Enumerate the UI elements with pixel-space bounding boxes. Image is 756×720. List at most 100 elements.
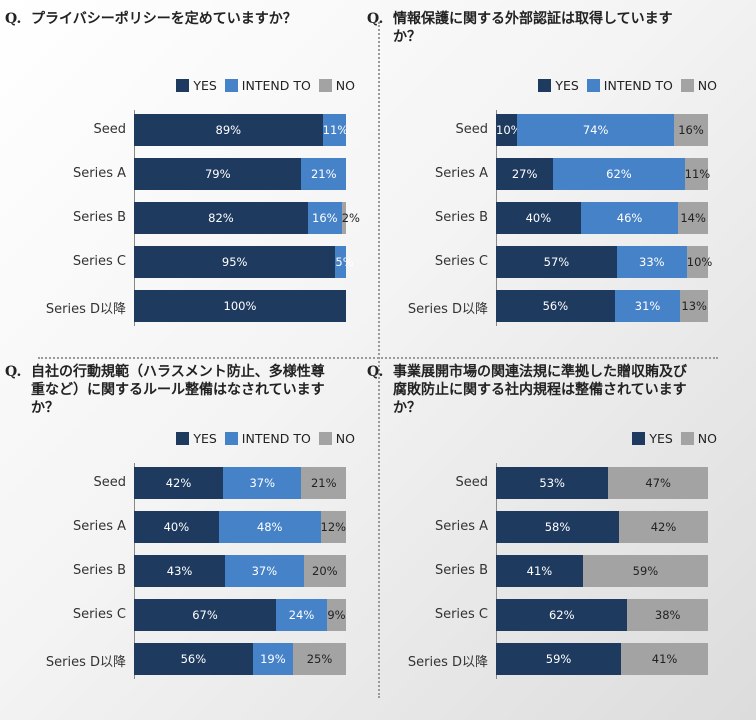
data-label: 79% bbox=[204, 167, 231, 181]
legend-label-yes: YES bbox=[555, 78, 579, 93]
legend-label-yes: YES bbox=[649, 431, 673, 446]
legend-label-no: NO bbox=[697, 78, 717, 93]
legend-item-yes: YES bbox=[632, 431, 673, 446]
data-label: 40% bbox=[525, 211, 552, 225]
bar-segment-intend: 5% bbox=[335, 246, 354, 278]
bar-segment-yes: 95% bbox=[134, 246, 336, 278]
stacked-bar: 58% 42% bbox=[496, 511, 708, 543]
stacked-bar: 59% 41% bbox=[496, 643, 708, 675]
legend-swatch-intend bbox=[586, 79, 600, 92]
bar-segment-no: 21% bbox=[301, 467, 346, 499]
category-label: Seed bbox=[455, 475, 489, 490]
stacked-bar: 57% 33% 10% bbox=[496, 246, 713, 278]
bar-segment-intend: 74% bbox=[517, 114, 675, 146]
data-label: 11% bbox=[322, 123, 349, 137]
stacked-bar: 42% 37% 21% bbox=[134, 467, 346, 499]
bar-segment-intend: 62% bbox=[553, 158, 685, 190]
data-label: 58% bbox=[544, 520, 571, 534]
bar-segment-no: 12% bbox=[320, 511, 347, 543]
stacked-bar: 79% 21% bbox=[134, 158, 346, 190]
question-title: Q. 事業展開市場の関連法規に準拠した贈収賄及び腐敗防止に関する社内規程は整備され… bbox=[367, 363, 687, 417]
data-label: 57% bbox=[543, 255, 570, 269]
data-label: 59% bbox=[632, 564, 659, 578]
data-label: 62% bbox=[548, 608, 575, 622]
category-label: Seed bbox=[93, 122, 127, 137]
bar-segment-yes: 41% bbox=[496, 555, 583, 587]
legend-swatch-no bbox=[318, 79, 332, 92]
bar-segment-no: 16% bbox=[674, 114, 708, 146]
data-label: 19% bbox=[260, 652, 286, 666]
bar-segment-yes: 10% bbox=[496, 114, 522, 146]
data-label: 9% bbox=[327, 608, 346, 622]
category-label: Series A bbox=[434, 166, 488, 181]
data-label: 16% bbox=[312, 211, 338, 225]
legend-swatch-yes bbox=[632, 432, 646, 445]
bar-segment-yes: 40% bbox=[496, 202, 581, 234]
category-label: Series A bbox=[72, 519, 126, 534]
stacked-bar: 10% 74% 16% bbox=[496, 114, 708, 146]
bar-segment-no: 9% bbox=[326, 599, 346, 631]
data-label: 2% bbox=[341, 211, 360, 225]
data-label: 5% bbox=[335, 255, 354, 269]
data-label: 25% bbox=[306, 652, 333, 666]
data-label: 37% bbox=[249, 476, 276, 490]
category-label: Series C bbox=[72, 254, 126, 269]
data-label: 12% bbox=[320, 520, 347, 534]
chart-panel-3: Q. 自社の行動規範（ハラスメント防止、多様性尊重など）に関するルール整備はなされ… bbox=[0, 353, 360, 693]
category-label: Seed bbox=[93, 475, 127, 490]
question-mark: Q. bbox=[367, 11, 384, 27]
legend-swatch-no bbox=[680, 79, 694, 92]
category-label: Series D以降 bbox=[45, 655, 126, 670]
bar-segment-yes: 62% bbox=[496, 599, 628, 631]
bar-segment-no: 14% bbox=[678, 202, 708, 234]
stacked-bar: 82% 16% 2% bbox=[134, 202, 360, 234]
bar-segment-yes: 59% bbox=[496, 643, 622, 675]
data-label: 10% bbox=[686, 255, 713, 269]
legend: YES INTEND TO NO bbox=[530, 78, 717, 93]
data-label: 42% bbox=[165, 476, 192, 490]
bar-segment-yes: 42% bbox=[134, 467, 224, 499]
bar-segment-no: 2% bbox=[341, 202, 360, 234]
legend-label-intend: INTEND TO bbox=[241, 431, 311, 446]
legend-item-intend: INTEND TO bbox=[586, 78, 673, 93]
bar-segment-yes: 58% bbox=[496, 511, 619, 543]
bar-segment-intend: 31% bbox=[614, 290, 681, 322]
data-label: 21% bbox=[310, 167, 337, 181]
bar-segment-no: 13% bbox=[680, 290, 708, 322]
data-label: 95% bbox=[221, 255, 248, 269]
bar-segment-no: 42% bbox=[618, 511, 708, 543]
category-label: Series C bbox=[434, 607, 488, 622]
data-label: 82% bbox=[208, 211, 234, 225]
category-label: Series B bbox=[434, 563, 488, 578]
category-label: Series A bbox=[72, 166, 126, 181]
question-text: 自社の行動規範（ハラスメント防止、多様性尊重など）に関するルール整備はなされてい… bbox=[31, 364, 325, 416]
legend-item-no: NO bbox=[680, 431, 717, 446]
legend-label-yes: YES bbox=[193, 431, 217, 446]
data-label: 40% bbox=[163, 520, 190, 534]
chart-panel-1: Q. プライバシーポリシーを定めていますか？ YES INTEND TO NO Seed 8… bbox=[0, 0, 360, 340]
legend-item-no: NO bbox=[318, 78, 355, 93]
stacked-bar: 40% 48% 12% bbox=[134, 511, 346, 543]
question-title: Q. 自社の行動規範（ハラスメント防止、多様性尊重など）に関するルール整備はなされ… bbox=[5, 363, 325, 417]
bar-segment-yes: 53% bbox=[496, 467, 609, 499]
legend-swatch-no bbox=[680, 432, 694, 445]
legend-swatch-intend bbox=[224, 79, 238, 92]
stacked-bar: 56% 31% 13% bbox=[496, 290, 708, 322]
bar-segment-no: 38% bbox=[627, 599, 708, 631]
stacked-bar: 62% 38% bbox=[496, 599, 708, 631]
data-label: 14% bbox=[680, 211, 706, 225]
bar-segment-intend: 37% bbox=[223, 467, 302, 499]
data-label: 31% bbox=[634, 299, 661, 313]
data-label: 20% bbox=[312, 564, 338, 578]
bar-segment-intend: 48% bbox=[218, 511, 321, 543]
bar-segment-yes: 27% bbox=[496, 158, 554, 190]
data-label: 10% bbox=[496, 123, 522, 137]
data-label: 47% bbox=[645, 476, 671, 490]
data-label: 74% bbox=[582, 123, 609, 137]
bar-segment-yes: 40% bbox=[134, 511, 219, 543]
bar-segment-yes: 100% bbox=[134, 290, 346, 322]
category-label: Series C bbox=[72, 607, 126, 622]
legend-swatch-intend bbox=[224, 432, 238, 445]
stacked-bar: 95% 5% bbox=[134, 246, 354, 278]
stacked-bar: 100% bbox=[134, 290, 346, 322]
